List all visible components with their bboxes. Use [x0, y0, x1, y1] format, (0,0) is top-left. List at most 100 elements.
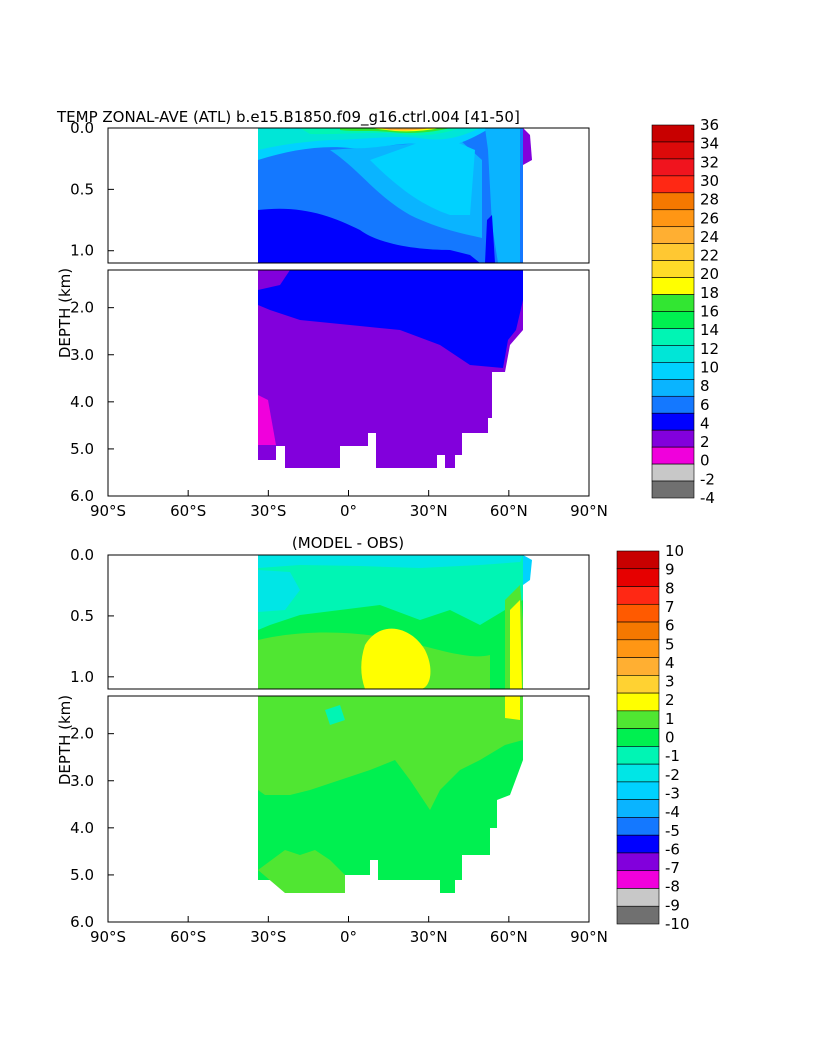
colorbar-label: -5 [665, 822, 680, 840]
temp-lower-field [258, 270, 523, 468]
colorbar-label: 8 [665, 579, 675, 597]
colorbar-label: 10 [665, 542, 684, 560]
x-tick-label: 90°S [90, 502, 126, 520]
colorbar-swatch [616, 550, 660, 570]
colorbar-swatch [616, 888, 660, 907]
colorbar-label: 5 [665, 635, 675, 653]
diff-lower-field [258, 696, 523, 893]
colorbar-label: 7 [665, 598, 675, 616]
temp-ylabel: DEPTH (km) [56, 268, 74, 358]
y-tick-label: 3.0 [70, 772, 94, 790]
diff-ylabel: DEPTH (km) [56, 695, 74, 785]
colorbar-swatch [616, 639, 660, 658]
colorbar-swatch [651, 277, 695, 295]
colorbar-swatch [616, 675, 660, 694]
colorbar-swatch [651, 158, 695, 177]
colorbar-swatch [616, 568, 660, 587]
y-tick-label: 4.0 [70, 819, 94, 837]
y-tick-label: 2.0 [70, 299, 94, 317]
temp-upper-field [258, 128, 532, 263]
colorbar-label: 28 [700, 191, 719, 209]
y-tick-label: 0.0 [70, 119, 94, 137]
colorbar-swatch [616, 746, 660, 765]
colorbar-label: 6 [665, 617, 675, 635]
colorbar-label: -8 [665, 878, 680, 896]
y-tick-label: 3.0 [70, 346, 94, 364]
y-tick-label: 6.0 [70, 913, 94, 931]
colorbar-swatch [616, 834, 660, 854]
colorbar-swatch [616, 799, 660, 818]
colorbar-swatch [651, 260, 695, 278]
colorbar-label: -3 [665, 784, 680, 802]
y-tick-label: 0.5 [70, 180, 94, 198]
colorbar-label: -4 [665, 803, 680, 821]
colorbar-swatch [616, 870, 660, 889]
x-tick-label: 60°S [170, 928, 206, 946]
colorbar-swatch [616, 763, 660, 783]
colorbar-label: 0 [665, 729, 675, 747]
diff-title: (MODEL - OBS) [292, 534, 404, 552]
diff-panel: (MODEL - OBS) 0.0 0.5 1.0 2.0 3.0 4.0 5.0 6.0 9… [56, 534, 690, 946]
colorbar-swatch [651, 294, 695, 312]
y-tick-label: 0.0 [70, 546, 94, 564]
colorbar-swatch [616, 621, 660, 641]
x-tick-label: 30°N [410, 502, 448, 520]
colorbar-swatch [616, 692, 660, 712]
colorbar-swatch [616, 657, 660, 676]
colorbar-label: 36 [700, 116, 719, 134]
colorbar-label: 22 [700, 247, 719, 265]
colorbar-label: 14 [700, 321, 719, 339]
colorbar-label: 12 [700, 340, 719, 358]
y-tick-label: 2.0 [70, 725, 94, 743]
x-tick-label: 30°S [250, 928, 286, 946]
x-tick-label: 90°N [570, 928, 608, 946]
colorbar-label: 2 [700, 433, 710, 451]
y-tick-label: 1.0 [70, 668, 94, 686]
colorbar-label: 4 [665, 654, 675, 672]
colorbar-label: 3 [665, 673, 675, 691]
temp-xaxis: 90°S 60°S 30°S 0° 30°N 60°N 90°N [90, 490, 608, 520]
colorbar-label: -7 [665, 859, 680, 877]
colorbar-swatch [651, 446, 695, 465]
colorbar-label: -2 [700, 470, 715, 488]
colorbar-swatch [651, 124, 695, 143]
colorbar-label: 4 [700, 414, 710, 432]
colorbar-swatch [651, 243, 695, 261]
temp-panel: TEMP ZONAL-AVE (ATL) b.e15.B1850.f09_g16… [56, 108, 719, 520]
colorbar-swatch [616, 728, 660, 747]
x-tick-label: 60°S [170, 502, 206, 520]
colorbar-swatch [651, 192, 695, 211]
colorbar-label: -1 [665, 747, 680, 765]
colorbar-label: -2 [665, 766, 680, 784]
x-tick-label: 0° [340, 928, 357, 946]
colorbar-swatch [651, 379, 695, 397]
x-tick-label: 60°N [490, 502, 528, 520]
colorbar-label: 6 [700, 396, 710, 414]
colorbar-label: 26 [700, 209, 719, 227]
x-tick-label: 30°S [250, 502, 286, 520]
colorbar-swatch [616, 817, 660, 836]
colorbar-label: 18 [700, 284, 719, 302]
colorbar-label: 1 [665, 710, 675, 728]
colorbar-swatch [651, 429, 695, 448]
colorbar-label: 9 [665, 561, 675, 579]
colorbar-swatch [651, 480, 695, 499]
colorbar-swatch [616, 781, 660, 800]
y-tick-label: 5.0 [70, 866, 94, 884]
x-tick-label: 90°S [90, 928, 126, 946]
temp-yaxis: 0.0 0.5 1.0 2.0 3.0 4.0 5.0 6.0 [70, 119, 114, 505]
colorbar-label: 10 [700, 358, 719, 376]
colorbar-label: 32 [700, 153, 719, 171]
colorbar-swatch [651, 209, 695, 228]
colorbar-swatch [616, 603, 660, 623]
colorbar-swatch [616, 905, 660, 925]
y-tick-label: 4.0 [70, 393, 94, 411]
colorbar-swatch [651, 463, 695, 482]
diff-yaxis: 0.0 0.5 1.0 2.0 3.0 4.0 5.0 6.0 [70, 546, 114, 931]
x-tick-label: 30°N [410, 928, 448, 946]
colorbar-label: -10 [665, 915, 690, 933]
colorbar-label: -6 [665, 840, 680, 858]
